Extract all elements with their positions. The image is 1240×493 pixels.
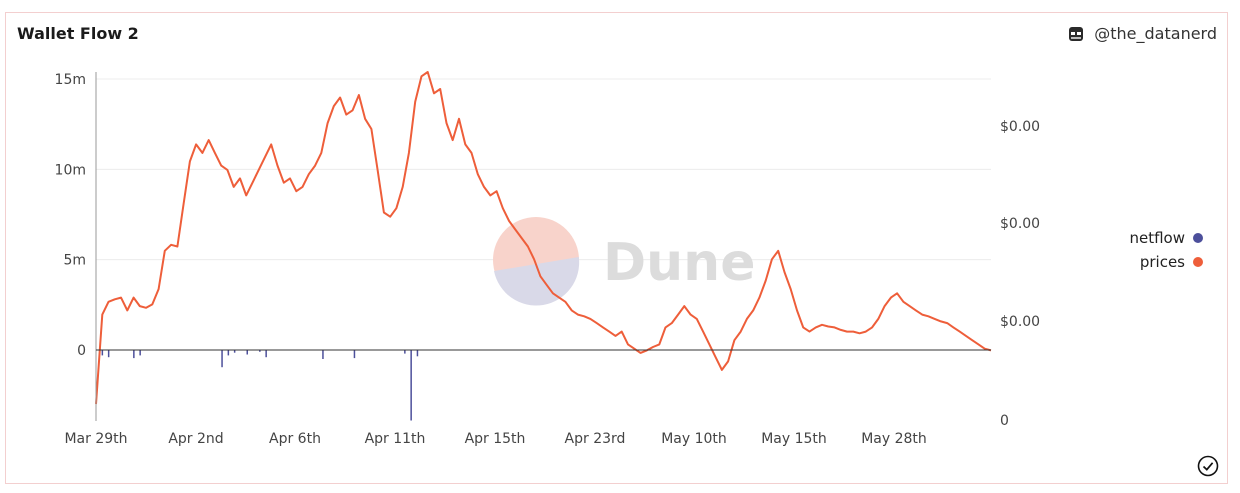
legend-label-prices: prices (1139, 253, 1185, 271)
legend-dot-prices (1193, 257, 1203, 267)
chart-title: Wallet Flow 2 (17, 24, 139, 43)
x-tick-label: May 15th (761, 431, 827, 447)
check-icon[interactable] (1197, 455, 1219, 477)
author-name: @the_datanerd (1094, 24, 1217, 43)
x-tick-label: Apr 6th (269, 431, 321, 447)
x-tick-label: May 28th (861, 431, 927, 447)
y-right-tick-label: 0 (1000, 413, 1009, 429)
netflow-bar (101, 350, 104, 356)
y-right-tick-label: $0.00 (1000, 314, 1040, 330)
y-right-tick-label: $0.00 (1000, 216, 1040, 232)
y-right-tick-label: $0.00 (1000, 119, 1040, 135)
netflow-bar (265, 350, 267, 358)
x-tick-label: Apr 2nd (168, 431, 223, 447)
netflow-bar (416, 350, 419, 357)
netflow-bar (233, 350, 236, 353)
author-badge[interactable]: @the_datanerd (1068, 24, 1217, 43)
legend-item-prices[interactable]: prices (1125, 250, 1203, 274)
netflow-bar (133, 350, 135, 359)
prices-line (95, 71, 992, 405)
netflow-bar (107, 350, 110, 358)
watermark-text: Dune (603, 233, 755, 293)
y-left-tick-label: 5m (63, 253, 86, 269)
x-tick-label: May 10th (661, 431, 727, 447)
legend-item-netflow[interactable]: netflow (1125, 226, 1203, 250)
netflow-bar (410, 350, 412, 421)
netflow-bar (227, 350, 230, 356)
chart-panel: Wallet Flow 2 @the_datanerd (5, 12, 1228, 484)
x-tick-label: Apr 23rd (565, 431, 626, 447)
netflow-bar (404, 350, 406, 354)
watermark: Dune (493, 217, 755, 306)
netflow-bar (221, 350, 223, 368)
netflow-bars (101, 350, 419, 421)
y-left-tick-label: 10m (55, 162, 86, 178)
legend-label-netflow: netflow (1129, 229, 1185, 247)
netflow-bar (246, 350, 248, 355)
legend: netflow prices (1125, 226, 1203, 274)
y-left-tick-label: 0 (77, 343, 86, 359)
netflow-bar (322, 350, 324, 359)
legend-dot-netflow (1193, 233, 1203, 243)
y-left-tick-label: 15m (55, 72, 86, 88)
netflow-bar (259, 350, 261, 352)
netflow-bar (353, 350, 356, 359)
tick-labels: 15m 10m 5m 0 $0.00 $0.00 $0.00 0 Mar 29th Apr 2nd… (55, 72, 1041, 447)
x-tick-label: Apr 15th (465, 431, 526, 447)
axes (95, 72, 991, 421)
x-tick-label: Mar 29th (64, 431, 127, 447)
netflow-bar (139, 350, 141, 356)
x-tick-label: Apr 11th (365, 431, 426, 447)
avatar-icon (1069, 26, 1084, 41)
